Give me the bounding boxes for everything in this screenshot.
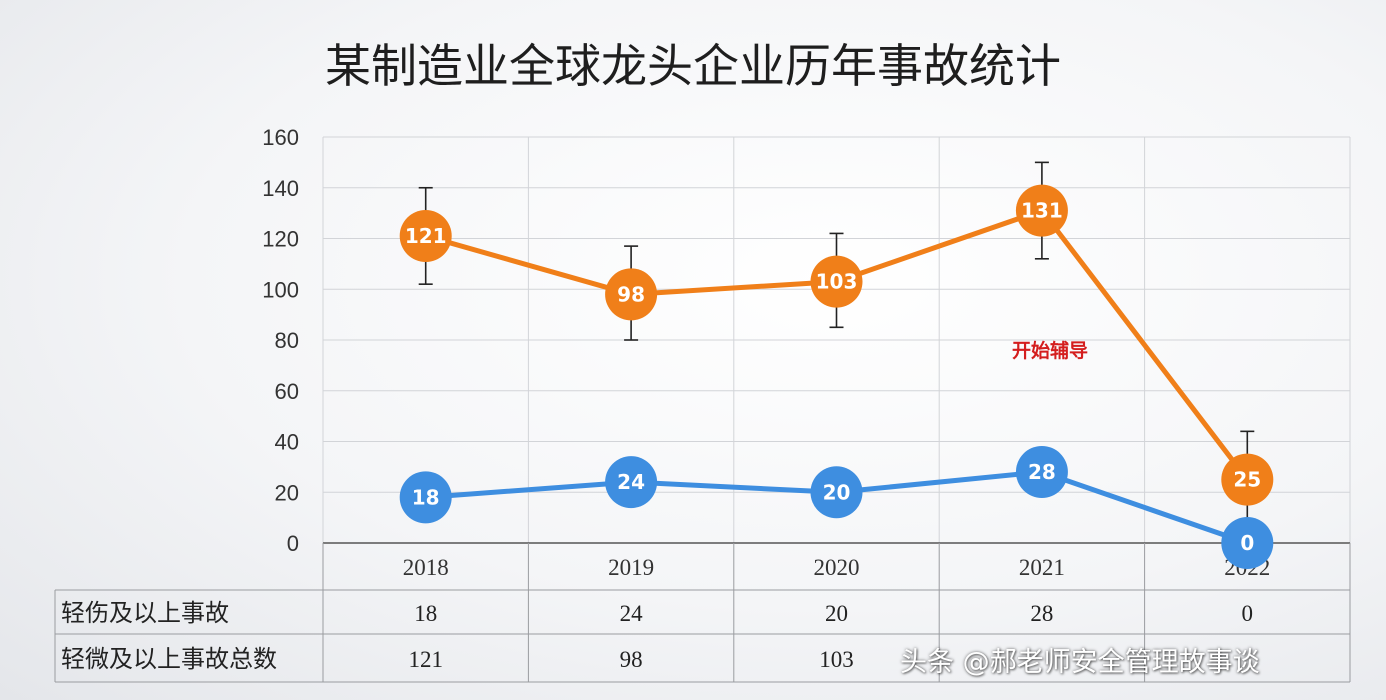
- table-cell: 28: [1030, 601, 1053, 626]
- table-cell: 0: [1242, 601, 1254, 626]
- data-point: [1015, 445, 1068, 498]
- grid: 0 20 40 60 80 100 120 140 160: [262, 125, 1351, 556]
- annotation-text: 开始辅导: [1012, 339, 1088, 362]
- y-tick-label: 40: [275, 430, 299, 455]
- data-label: 131: [1021, 199, 1063, 223]
- y-tick-label: 120: [262, 227, 299, 252]
- data-label: 18: [412, 485, 440, 509]
- table-cell: 121: [408, 647, 443, 672]
- x-tick-label: 2021: [1019, 555, 1065, 580]
- table-cell: 18: [414, 601, 437, 626]
- annotations: 开始辅导: [1012, 339, 1088, 362]
- series: 121 98 103 131 25 18 24 20 28 0: [399, 161, 1274, 569]
- y-tick-label: 20: [275, 480, 299, 505]
- data-label: 98: [617, 282, 645, 306]
- y-tick-label: 60: [275, 379, 299, 404]
- data-label: 28: [1028, 460, 1056, 484]
- table-cell: 103: [819, 647, 854, 672]
- y-tick-label: 100: [262, 277, 299, 302]
- data-label: 103: [816, 270, 858, 294]
- y-tick-label: 140: [262, 176, 299, 201]
- series-0: 121 98 103 131 25: [399, 161, 1274, 532]
- watermark-text: 头条 @郝老师安全管理故事谈: [900, 647, 1260, 678]
- data-label: 24: [617, 470, 645, 494]
- data-point: [605, 456, 658, 509]
- data-point: [1221, 453, 1274, 506]
- data-label: 0: [1240, 531, 1254, 555]
- data-table: 20182019202020212022轻伤及以上事故182420280轻微及以…: [54, 543, 1351, 683]
- data-point: [1015, 184, 1068, 237]
- x-tick-label: 2018: [403, 555, 449, 580]
- series-1: 18 24 20 28 0: [399, 445, 1274, 569]
- data-point: [605, 268, 658, 321]
- data-point: [810, 466, 863, 519]
- chart-title: 某制造业全球龙头企业历年事故统计: [325, 39, 1061, 93]
- y-tick-label: 0: [287, 531, 299, 556]
- table-cell: 98: [620, 647, 643, 672]
- table-row-label: 轻微及以上事故总数: [61, 645, 277, 673]
- data-label: 121: [405, 224, 447, 248]
- x-tick-label: 2020: [814, 555, 860, 580]
- data-point: [1221, 517, 1274, 569]
- table-cell: 24: [620, 601, 644, 626]
- table-row-label: 轻伤及以上事故: [61, 599, 229, 627]
- table-cell: 20: [825, 601, 848, 626]
- y-tick-label: 160: [262, 125, 299, 150]
- data-label: 20: [823, 480, 851, 504]
- data-point: [810, 255, 863, 308]
- data-point: [399, 209, 452, 262]
- y-tick-label: 80: [275, 328, 299, 353]
- x-tick-label: 2019: [608, 555, 654, 580]
- data-point: [399, 471, 452, 524]
- data-label: 25: [1233, 468, 1261, 492]
